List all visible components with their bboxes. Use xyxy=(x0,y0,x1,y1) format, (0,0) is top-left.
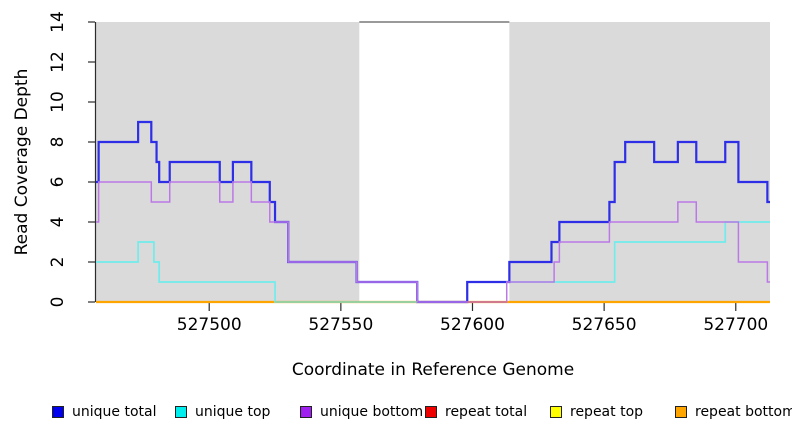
legend-swatch-icon xyxy=(425,406,437,418)
shaded-region xyxy=(509,22,770,302)
legend-label: repeat total xyxy=(445,404,528,420)
x-tick-label: 527700 xyxy=(703,315,769,335)
y-tick-label: 0 xyxy=(48,296,68,308)
legend-label: unique top xyxy=(195,404,271,420)
y-tick-label: 2 xyxy=(48,256,68,268)
x-axis-title: Coordinate in Reference Genome xyxy=(291,360,575,380)
legend-label: repeat top xyxy=(570,404,644,420)
legend-item: unique top xyxy=(175,402,270,422)
plot-legend: unique total unique top unique bottom repea… xyxy=(0,398,792,422)
y-tick-label: 12 xyxy=(48,51,68,73)
legend-swatch-icon xyxy=(550,406,562,418)
y-tick-label: 6 xyxy=(48,176,68,188)
legend-item: unique bottom xyxy=(300,402,423,422)
x-tick-label: 527650 xyxy=(571,315,637,335)
legend-swatch-icon xyxy=(175,406,187,418)
shaded-region xyxy=(96,22,360,302)
legend-item: repeat total xyxy=(425,402,527,422)
legend-label: unique total xyxy=(72,404,157,420)
series-unique-top xyxy=(96,221,770,303)
legend-swatch-icon xyxy=(300,406,312,418)
legend-label: unique bottom xyxy=(320,404,424,420)
legend-item: repeat top xyxy=(550,402,643,422)
x-tick-label: 527550 xyxy=(308,315,374,335)
y-tick-label: 4 xyxy=(48,216,68,228)
legend-item: unique total xyxy=(52,402,156,422)
x-tick-label: 527600 xyxy=(440,315,505,335)
legend-swatch-icon xyxy=(675,406,687,418)
x-tick-label: 527500 xyxy=(176,315,242,335)
y-axis-title: Read Coverage Depth xyxy=(12,68,32,256)
series-unique-bottom xyxy=(96,181,770,303)
y-tick-label: 10 xyxy=(48,91,68,113)
y-tick-label: 8 xyxy=(48,136,68,148)
legend-item: repeat bottom xyxy=(675,402,792,422)
legend-swatch-icon xyxy=(52,406,64,418)
legend-label: repeat bottom xyxy=(695,404,792,420)
y-tick-label: 14 xyxy=(48,11,68,33)
